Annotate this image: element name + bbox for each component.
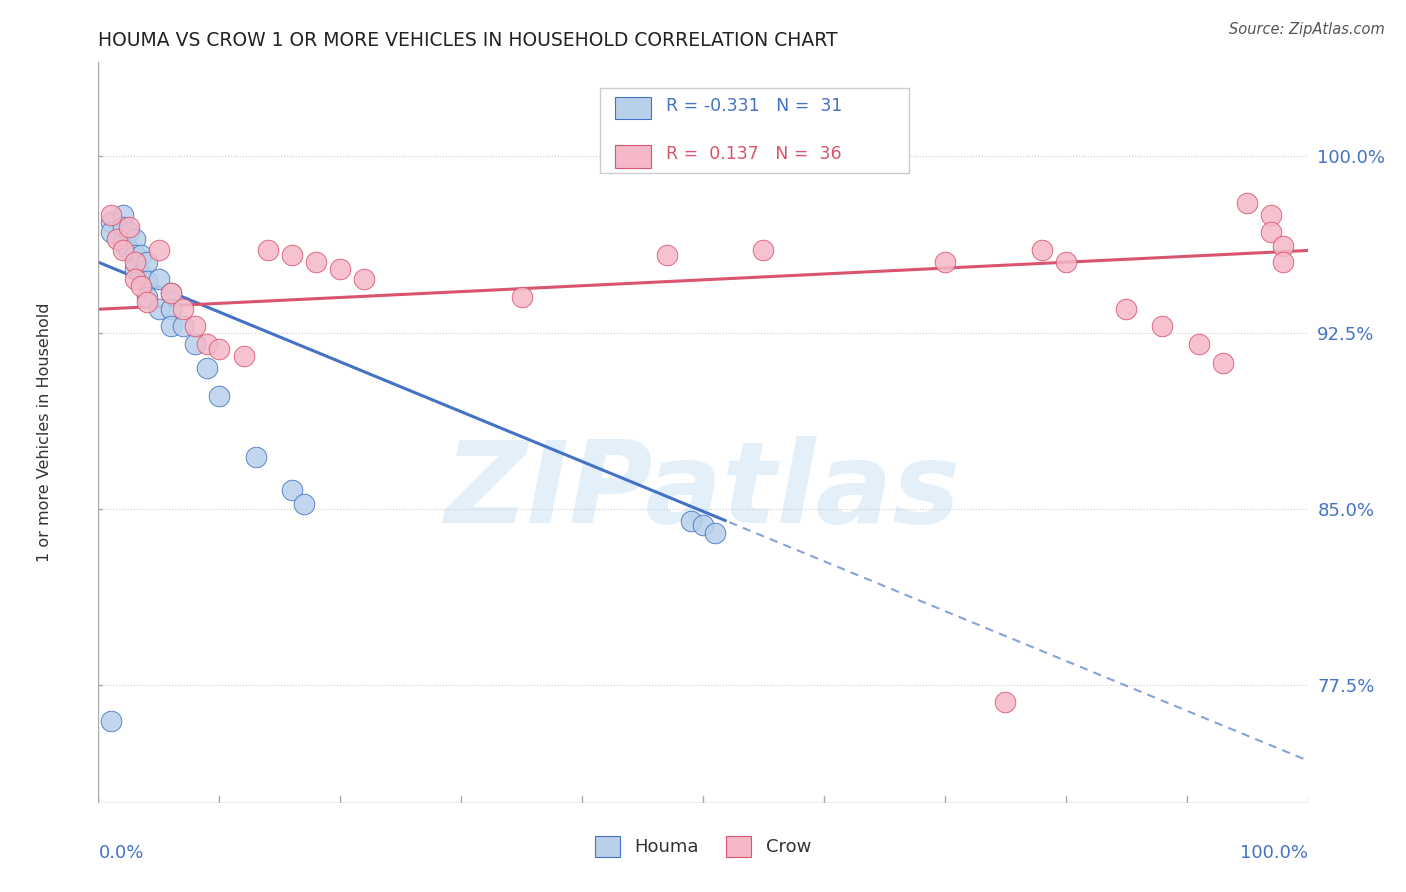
Point — [160, 285, 183, 300]
Point — [111, 208, 134, 222]
Legend: Houma, Crow: Houma, Crow — [588, 829, 818, 864]
Point — [1260, 225, 1282, 239]
Point — [100, 208, 122, 222]
Text: ZIPatlas: ZIPatlas — [444, 436, 962, 548]
Point — [292, 497, 315, 511]
Point — [208, 342, 231, 356]
Point — [118, 244, 141, 258]
Point — [994, 695, 1017, 709]
Point — [1260, 208, 1282, 222]
Point — [160, 285, 183, 300]
Point — [184, 337, 207, 351]
Point — [124, 262, 146, 277]
Point — [256, 244, 278, 258]
Point — [148, 271, 170, 285]
Point — [160, 302, 183, 317]
Point — [118, 225, 141, 239]
Point — [1272, 239, 1295, 253]
Point — [281, 483, 304, 498]
Text: R = -0.331   N =  31: R = -0.331 N = 31 — [665, 97, 842, 115]
Point — [208, 389, 231, 403]
Point — [160, 318, 183, 333]
Bar — [614, 145, 651, 168]
Point — [704, 525, 727, 540]
Point — [135, 290, 157, 304]
Point — [111, 244, 134, 258]
Point — [510, 290, 533, 304]
Point — [329, 262, 352, 277]
Point — [135, 255, 157, 269]
Point — [232, 349, 254, 363]
Point — [129, 267, 152, 281]
Point — [124, 232, 146, 246]
Point — [1188, 337, 1211, 351]
Point — [1152, 318, 1174, 333]
Point — [692, 518, 714, 533]
Point — [100, 714, 122, 728]
Text: 1 or more Vehicles in Household: 1 or more Vehicles in Household — [37, 303, 52, 562]
Point — [172, 302, 194, 317]
Bar — [614, 97, 651, 120]
Point — [752, 244, 775, 258]
Text: HOUMA VS CROW 1 OR MORE VEHICLES IN HOUSEHOLD CORRELATION CHART: HOUMA VS CROW 1 OR MORE VEHICLES IN HOUS… — [98, 30, 838, 50]
Point — [172, 318, 194, 333]
Point — [305, 255, 328, 269]
Point — [184, 318, 207, 333]
Point — [679, 514, 702, 528]
Point — [124, 248, 146, 262]
Point — [1054, 255, 1077, 269]
Point — [195, 337, 218, 351]
Point — [124, 271, 146, 285]
Point — [111, 219, 134, 234]
Text: 100.0%: 100.0% — [1240, 844, 1308, 862]
FancyBboxPatch shape — [600, 88, 908, 173]
Point — [100, 215, 122, 229]
Point — [135, 274, 157, 288]
Point — [1236, 196, 1258, 211]
Point — [655, 248, 678, 262]
Point — [1272, 255, 1295, 269]
Point — [105, 232, 128, 246]
Point — [1212, 356, 1234, 370]
Point — [353, 271, 375, 285]
Point — [934, 255, 956, 269]
Point — [148, 302, 170, 317]
Text: 0.0%: 0.0% — [98, 844, 143, 862]
Point — [111, 236, 134, 251]
Point — [124, 255, 146, 269]
Point — [129, 248, 152, 262]
Point — [135, 295, 157, 310]
Text: R =  0.137   N =  36: R = 0.137 N = 36 — [665, 145, 841, 163]
Point — [195, 361, 218, 376]
Point — [281, 248, 304, 262]
Point — [148, 244, 170, 258]
Point — [100, 225, 122, 239]
Point — [129, 278, 152, 293]
Text: Source: ZipAtlas.com: Source: ZipAtlas.com — [1229, 22, 1385, 37]
Point — [1031, 244, 1053, 258]
Point — [1115, 302, 1137, 317]
Point — [118, 219, 141, 234]
Point — [245, 450, 267, 465]
